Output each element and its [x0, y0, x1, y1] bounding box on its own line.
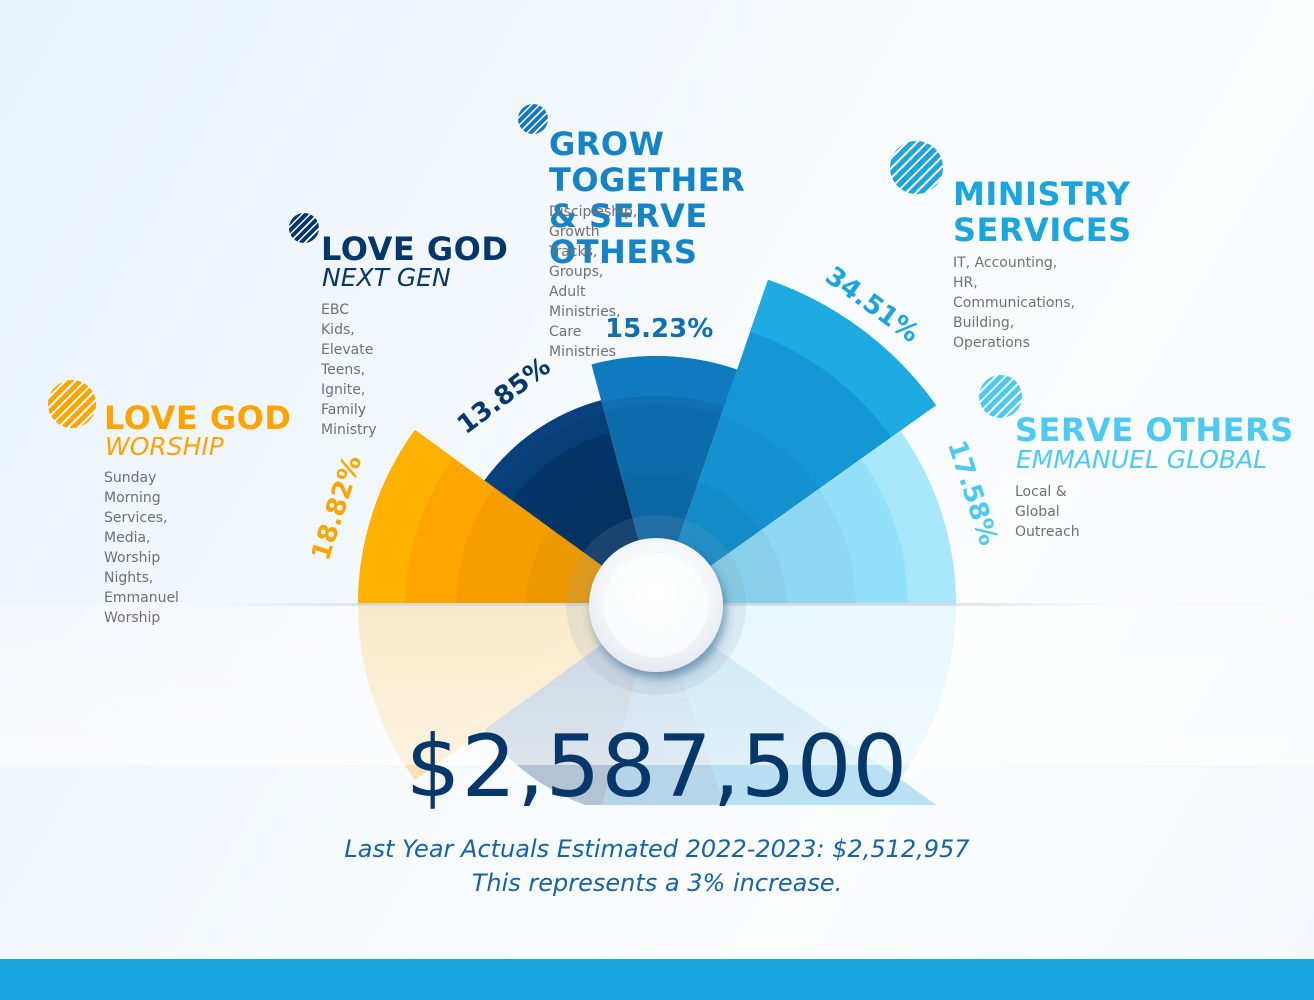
- total-budget: $2,587,500: [405, 717, 909, 817]
- category-description: Sunday Morning Services, Media, Worship …: [104, 470, 179, 626]
- striped-circle-icon: [518, 104, 548, 134]
- category-subtitle: WORSHIP: [105, 432, 224, 461]
- wedge-grow: [591, 356, 738, 605]
- wedge-highlight: [358, 429, 454, 605]
- category-description: Local & Global Outreach: [1015, 484, 1080, 540]
- striped-circle-icon: [289, 213, 319, 243]
- last-year-note: Last Year Actuals Estimated 2022-2023: $…: [344, 835, 970, 863]
- category-title: SERVE OTHERS: [1015, 411, 1294, 449]
- category-description: Discipleship, Growth Tracks, Groups, Adu…: [549, 204, 638, 360]
- percent-label-grow: 15.23%: [605, 314, 714, 344]
- category-subtitle: EMMANUEL GLOBAL: [1016, 445, 1268, 474]
- increase-note: This represents a 3% increase.: [471, 869, 843, 897]
- category-subtitle: NEXT GEN: [322, 263, 451, 292]
- striped-circle-icon: [48, 380, 96, 428]
- wedge-highlight: [861, 430, 956, 605]
- wedge-highlight: [750, 279, 937, 438]
- striped-circle-icon: [979, 375, 1022, 418]
- category-title: LOVE GOD: [321, 230, 509, 268]
- category-description: EBC Kids, Elevate Teens, Ignite, Family …: [321, 302, 377, 438]
- category-description: IT, Accounting, HR, Communications, Buil…: [953, 255, 1076, 351]
- striped-circle-icon: [890, 141, 943, 194]
- wedge-highlight: [484, 400, 610, 501]
- category-title: MINISTRY SERVICES: [953, 175, 1132, 249]
- category-title: LOVE GOD: [104, 399, 292, 437]
- category-title: GROW TOGETHER & SERVE OTHERS: [549, 125, 746, 271]
- wedge-highlight: [591, 356, 738, 408]
- footer-bar: [0, 959, 1314, 1000]
